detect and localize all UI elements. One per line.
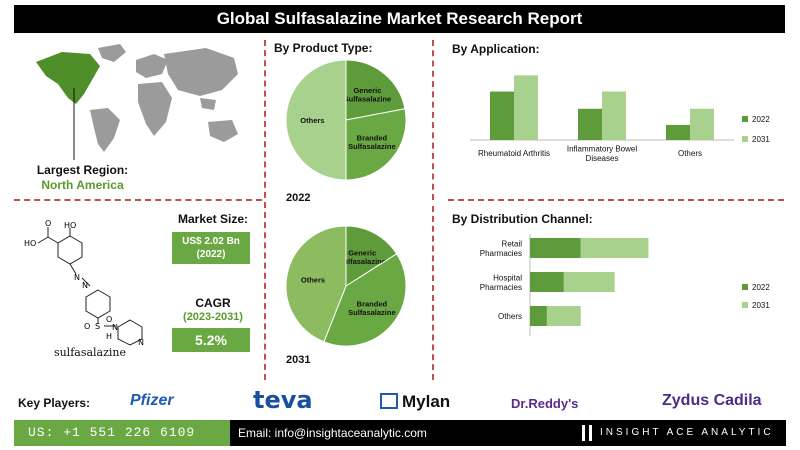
- atom-hydroxyl: HO: [64, 221, 76, 230]
- atom-sulfur: S: [95, 322, 100, 331]
- application-legend-swatch-2022: [742, 116, 748, 122]
- map-asia: [164, 48, 238, 96]
- pie-2022-label-generic-sulfasalazine: Generic Sulfasalazine: [344, 86, 392, 104]
- pie-2031-year: 2031: [286, 354, 311, 366]
- distribution-bar-hospital-pharmacies-2022: [530, 272, 564, 292]
- mylan-logo: Mylan: [402, 392, 451, 411]
- application-bar-rheumatoid-arthritis-2022: [490, 91, 514, 140]
- divider-mid: [432, 40, 434, 200]
- distribution-category-hospital-pharmacies: Hospital Pharmacies: [480, 274, 522, 292]
- cagr-value: 5.2%: [172, 328, 250, 352]
- distribution-category-others: Others: [498, 312, 522, 321]
- divider-right-horizontal: [448, 199, 784, 201]
- map-europe: [136, 54, 168, 78]
- pie-2022-label-branded-sulfasalazine: Branded Sulfasalazine: [348, 133, 396, 151]
- market-size-label: Market Size:: [177, 212, 249, 226]
- map-greenland: [98, 44, 126, 62]
- application-category-others: Others: [678, 149, 702, 158]
- distribution-legend-2022: 2022: [752, 283, 770, 292]
- distribution-title: By Distribution Channel:: [452, 212, 593, 226]
- cagr-years: (2023-2031): [183, 311, 243, 323]
- pie-2031-label-branded-sulfasalazine: Branded Sulfasalazine: [348, 299, 396, 317]
- zydus-cadila-logo: Zydus Cadila: [662, 392, 762, 409]
- atom-oxygen-2: O: [106, 315, 112, 324]
- distribution-bar-retail-pharmacies-2022: [530, 238, 581, 258]
- brand-logo-icon: [582, 425, 592, 441]
- atom-oxygen-1: O: [84, 322, 90, 331]
- pie-2022-year: 2022: [286, 192, 311, 204]
- pie-2031-label-generic-sulfasalazine: Generic Sulfasalazine: [338, 248, 386, 266]
- application-bar-inflammatory-bowel-diseases-2022: [578, 108, 602, 140]
- map-africa: [138, 82, 172, 136]
- product-type-title: By Product Type:: [274, 41, 373, 55]
- distribution-bar-others-2031: [546, 306, 581, 326]
- application-title: By Application:: [452, 42, 540, 56]
- pie-2022-slice-others: [285, 59, 347, 181]
- distribution-category-retail-pharmacies: Retail Pharmacies: [480, 240, 522, 258]
- report-title: Global Sulfasalazine Market Research Rep…: [14, 5, 785, 33]
- mylan-logo-wrap: Mylan: [380, 392, 450, 412]
- market-size-year: (2022): [196, 249, 226, 260]
- pie-2031-slice-generic-sulfasalazine: [345, 225, 398, 287]
- divider-left: [264, 40, 266, 380]
- pfizer-logo: Pfizer: [130, 392, 174, 409]
- pie-2022-slice-generic-sulfasalazine: [345, 59, 406, 121]
- footer-email: Email: info@insightaceanalytic.com: [230, 420, 570, 446]
- divider-mid-lower: [432, 206, 434, 380]
- distribution-legend-2031: 2031: [752, 301, 770, 310]
- atom-amide-n: N: [112, 323, 118, 332]
- market-size-box: US$ 2.02 Bn (2022): [172, 232, 250, 264]
- application-category-inflammatory-bowel-diseases: Inflammatory Bowel Diseases: [567, 145, 637, 163]
- map-southeast-asia: [200, 98, 216, 110]
- market-size-value: US$ 2.02 Bn: [182, 236, 240, 247]
- atom-carbonyl: O: [45, 219, 51, 228]
- atom-amide-h: H: [106, 332, 112, 341]
- distribution-legend-swatch-2022: [742, 284, 748, 290]
- mylan-mark-icon: [380, 393, 398, 409]
- pie-2022-slice-branded-sulfasalazine: [345, 108, 407, 181]
- application-category-rheumatoid-arthritis: Rheumatoid Arthritis: [478, 149, 550, 158]
- molecule-structure: HO HO O N N S O O N H N: [24, 219, 144, 346]
- world-map: [36, 44, 238, 160]
- application-bar-rheumatoid-arthritis-2031: [514, 75, 538, 140]
- map-australia: [208, 120, 238, 142]
- application-bar-others-2031: [690, 108, 714, 140]
- pie-2031-slice-others: [285, 225, 347, 343]
- application-bar-others-2022: [666, 124, 690, 140]
- atom-acid-oh: HO: [24, 239, 36, 248]
- application-legend-swatch-2031: [742, 136, 748, 142]
- atom-azo-n2: N: [82, 281, 88, 290]
- application-bar-inflammatory-bowel-diseases-2031: [602, 91, 626, 140]
- footer-brand: INSIGHT ACE ANALYTIC: [570, 420, 786, 446]
- key-players-label: Key Players:: [18, 396, 91, 410]
- distribution-bar-hospital-pharmacies-2031: [563, 272, 615, 292]
- product-type-pie-2031: Generic Sulfasalazine Branded Sulfasalazine…: [285, 225, 407, 347]
- application-legend-2022: 2022: [752, 115, 770, 124]
- application-legend-2031: 2031: [752, 135, 770, 144]
- atom-azo-n1: N: [74, 273, 80, 282]
- cagr-label: CAGR: [195, 296, 231, 310]
- distribution-bar-retail-pharmacies-2031: [580, 238, 649, 258]
- largest-region-value: North America: [41, 178, 124, 192]
- distribution-bar-chart: Retail Pharmacies Hospital Pharmacies Others…: [480, 234, 770, 336]
- application-bar-chart: Rheumatoid Arthritis Inflammatory Bowel Di…: [470, 75, 770, 163]
- teva-logo: teva: [253, 386, 313, 414]
- distribution-legend-swatch-2031: [742, 302, 748, 308]
- pie-2031-slice-branded-sulfasalazine: [323, 253, 407, 347]
- dr-reddys-logo: Dr.Reddy's: [511, 396, 579, 411]
- pie-2031-label-others: Others: [301, 276, 325, 285]
- atom-ring-n: N: [138, 338, 144, 346]
- footer-phone: US: +1 551 226 6109: [14, 420, 230, 446]
- largest-region-label: Largest Region:: [36, 163, 129, 177]
- molecule-caption: sulfasalazine: [53, 346, 127, 359]
- pie-2022-label-others: Others: [300, 116, 324, 125]
- map-south-america: [90, 108, 120, 152]
- product-type-pie-2022: Generic Sulfasalazine Branded Sulfasalazine…: [285, 59, 407, 181]
- distribution-bar-others-2022: [530, 306, 547, 326]
- footer-brand-text: INSIGHT ACE ANALYTIC: [600, 427, 774, 438]
- divider-left-horizontal: [14, 199, 262, 201]
- map-north-america: [36, 52, 100, 104]
